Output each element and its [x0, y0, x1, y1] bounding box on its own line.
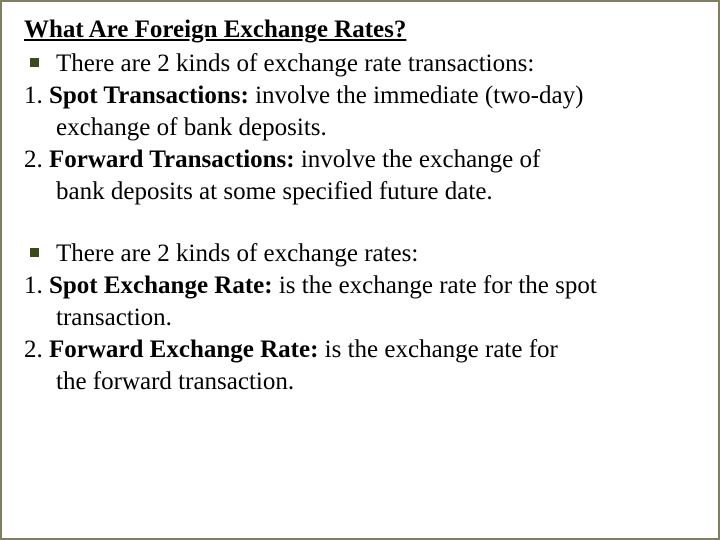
section2-item1-rest: is the exchange rate for the spot — [273, 272, 597, 299]
section2-bullet-text: There are 2 kinds of exchange rates: — [56, 240, 418, 267]
bullet-icon — [30, 58, 39, 67]
bullet-icon — [30, 248, 39, 257]
section1-item1-bold: Spot Transactions: — [49, 82, 249, 109]
section1-item1-prefix: 1. — [24, 82, 49, 109]
section1-item2-line2: bank deposits at some specified future d… — [24, 176, 696, 208]
section2-item2-line2: the forward transaction. — [24, 366, 696, 398]
section2-bullet-line: There are 2 kinds of exchange rates: — [24, 238, 696, 270]
section1-bullet-text: There are 2 kinds of exchange rate trans… — [56, 50, 534, 77]
section2-item1-line1: 1. Spot Exchange Rate: is the exchange r… — [24, 270, 696, 302]
section2-item1-line2: transaction. — [24, 302, 696, 334]
section1-item1-rest: involve the immediate (two-day) — [249, 82, 584, 109]
section2-item2-bold: Forward Exchange Rate: — [49, 336, 325, 363]
section2-item1-prefix: 1. — [24, 272, 49, 299]
section2-item2-prefix: 2. — [24, 336, 49, 363]
section1-item1-line2: exchange of bank deposits. — [24, 112, 696, 144]
section1-item2-prefix: 2. — [24, 146, 49, 173]
section-gap — [24, 208, 696, 238]
section1-item2-bold: Forward Transactions: — [49, 146, 295, 173]
section1-bullet-line: There are 2 kinds of exchange rate trans… — [24, 48, 696, 80]
section1-item2-rest: involve the exchange of — [295, 146, 541, 173]
section1-item1-line1: 1. Spot Transactions: involve the immedi… — [24, 80, 696, 112]
slide-heading: What Are Foreign Exchange Rates? — [24, 16, 696, 44]
section1-item2-line1: 2. Forward Transactions: involve the exc… — [24, 144, 696, 176]
section2-item2-line1: 2. Forward Exchange Rate: is the exchang… — [24, 334, 696, 366]
section2-item1-bold: Spot Exchange Rate: — [49, 272, 273, 299]
section2-item2-rest: is the exchange rate for — [325, 336, 558, 363]
